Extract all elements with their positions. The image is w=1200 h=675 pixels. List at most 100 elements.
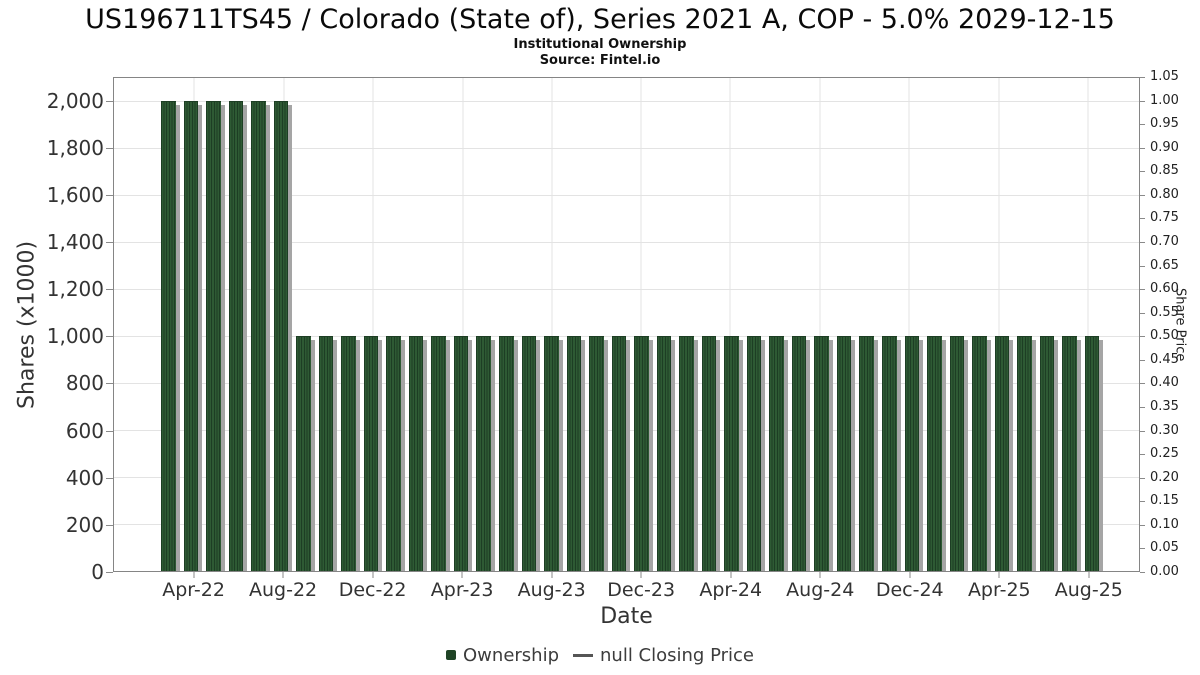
ownership-bar [904,336,923,571]
y-axis-right-tick-label: 0.95 [1150,116,1179,132]
ownership-bar [746,336,765,571]
y-axis-right-tick-mark [1140,77,1145,78]
y-axis-right-tick-label: 0.40 [1150,375,1179,391]
ownership-bar [386,336,405,571]
v-gridline [1087,78,1089,571]
y-axis-right-tick-mark [1140,171,1145,173]
legend-item-closing-price: null Closing Price [573,645,754,666]
y-axis-right-tick-mark [1140,336,1145,338]
ownership-square-icon [446,650,457,660]
ownership-bar [634,336,653,571]
y-axis-right-tick-mark [1140,265,1145,267]
y-axis-left-tick-label: 1,400 [46,230,104,254]
v-gridline [462,78,463,571]
y-axis-right-tick-label: 1.00 [1150,92,1179,108]
y-axis-right-tick-label: 0.00 [1150,564,1179,579]
y-axis-right-tick-label: 0.30 [1150,422,1179,438]
x-axis-tick-labels: Apr-22 Aug-22 Dec-22 Apr-23 Aug-23 Dec-23 Apr-… [160,579,1123,603]
ownership-bar [972,336,991,571]
ownership-bar [476,336,495,571]
x-axis-tick-label: Apr-23 [430,579,494,601]
x-axis-tick-mark [730,572,732,578]
y-axis-right-tick-mark [1140,572,1145,573]
x-axis-tick-label: Dec-24 [875,579,944,601]
ownership-bar [251,101,270,571]
ownership-bar [927,336,946,571]
v-gridline [640,78,642,571]
ownership-bar [498,336,517,571]
y-axis-left-tick-mark [106,572,113,573]
y-axis-label-right: Share Price [1172,287,1188,362]
y-axis-left-tick-label: 200 [65,512,104,537]
h-gridline [114,101,1139,103]
x-axis-tick-mark [551,572,553,578]
ownership-bar [1017,336,1036,571]
y-axis-left-tick-mark [106,147,113,149]
y-axis-right-tick-label: 0.20 [1150,469,1179,485]
chart-title: US196711TS45 / Colorado (State of), Seri… [85,4,1115,35]
y-axis-right-tick-mark [1140,430,1145,432]
ownership-bar [273,101,292,571]
h-gridline [114,336,1139,338]
y-axis-left-tick-mark [106,336,113,338]
y-axis-right-tick-label: 0.70 [1150,234,1179,249]
y-axis-right-tick-mark [1140,289,1145,291]
ownership-bar [1062,336,1081,571]
x-axis-tick-label: Dec-23 [607,579,676,601]
y-axis-left-tick-label: 2,000 [46,88,104,113]
y-axis-left-tick-label: 0 [91,560,104,584]
ownership-bar [679,336,698,571]
y-axis-right-tick-labels: 0.00 0.05 0.10 0.15 0.20 0.25 0.30 0.35 0.40 0.45… [1150,69,1194,579]
ownership-bar [701,336,720,571]
y-axis-left-tick-mark [106,430,113,432]
y-axis-right-tick-label: 0.85 [1150,163,1179,179]
y-axis-right-tick-mark [1140,194,1145,196]
ownership-bar [611,336,630,571]
ownership-bar [183,101,202,571]
x-axis-tick-mark [461,572,463,578]
ownership-bar [814,336,833,571]
y-axis-right-tick-label: 0.35 [1150,399,1179,414]
v-gridline [908,78,910,571]
y-axis-right-tick-mark [1140,100,1145,102]
plot-area [113,77,1140,572]
h-gridline [114,195,1139,197]
h-gridline [114,148,1139,150]
x-axis-tick-label: Dec-22 [338,579,407,601]
ownership-bar [544,336,562,571]
y-axis-right-tick-marks [1140,77,1145,573]
legend: Ownership null Closing Price [0,642,1200,668]
y-axis-right-tick-label: 0.55 [1150,304,1179,320]
ownership-bar [431,336,450,571]
x-axis-tick-label: Aug-25 [1054,579,1123,601]
y-axis-right-tick-label: 0.80 [1150,186,1179,202]
x-axis-tick-label: Aug-23 [517,579,586,601]
y-axis-right-tick-mark [1140,218,1145,220]
v-gridline [819,78,821,571]
ownership-bar [318,336,337,571]
x-axis-tick-label: Apr-22 [162,579,225,601]
legend-item-ownership: Ownership [446,645,559,666]
ownership-bar [769,336,788,571]
ownership-bar [791,336,810,571]
ownership-bar [206,101,225,571]
y-axis-left-tick-marks [106,77,113,573]
x-axis-tick-mark [640,572,642,578]
y-axis-right-tick-mark [1140,548,1145,550]
x-axis-tick-mark [909,572,911,578]
y-axis-right-tick-label: 1.05 [1150,69,1179,84]
y-axis-right-tick-mark [1140,312,1145,314]
y-axis-right-tick-label: 0.45 [1150,351,1179,367]
x-axis-label: Date [600,604,653,629]
y-axis-right-tick-label: 0.05 [1150,540,1179,556]
y-axis-right-tick-mark [1140,359,1145,361]
ownership-bar [453,336,472,571]
ownership-bar [724,336,743,571]
ownership-bar [656,336,675,571]
ownership-bar-series [161,78,1103,571]
ownership-bar [1084,336,1103,571]
y-axis-right-tick-mark [1140,407,1145,408]
ownership-bar [566,336,585,571]
source-credit: Source: Fintel.io [539,53,661,68]
y-axis-right-tick-label: 0.90 [1150,139,1179,155]
